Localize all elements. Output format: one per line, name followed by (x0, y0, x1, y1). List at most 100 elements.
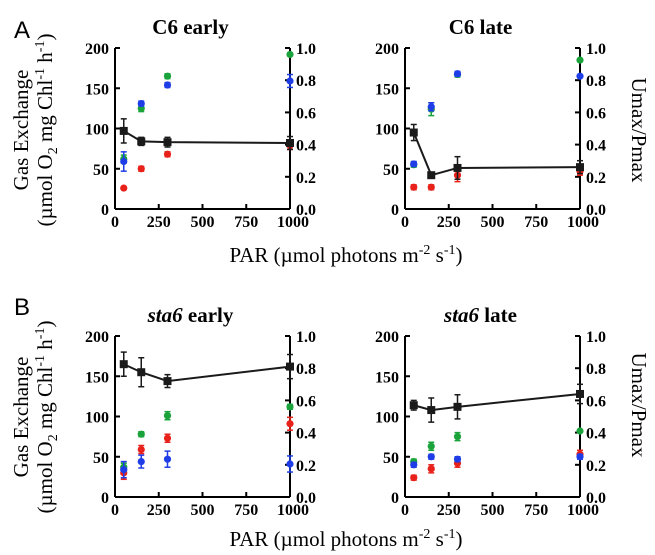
series-line-black (123, 130, 291, 144)
y2-tick-label: 0.6 (296, 105, 316, 122)
y2-tick-label: 0.6 (296, 393, 316, 410)
x-tick-label: 500 (191, 502, 215, 519)
data-point-green (286, 403, 294, 411)
data-point-black (576, 163, 584, 172)
y2-tick-label: 0.0 (586, 490, 606, 507)
x-tick-label: 1000 (567, 214, 599, 231)
y-tick-label: 150 (375, 81, 399, 98)
chart-title: C6 early (152, 15, 229, 39)
y-tick-label: 0 (101, 490, 109, 507)
data-point-red (163, 150, 172, 158)
chart-panel-1: C6 early 0 250 500 750 1000 0 50 100 150 200 0.0 0.2… (85, 15, 316, 231)
left-axis-label-top: Gas Exchange (µmol O2 mg Chl-1 h-1) (9, 34, 61, 227)
y-tick-label: 100 (85, 410, 109, 427)
data-point-red (120, 184, 128, 192)
chart-title: sta6 early (147, 303, 234, 327)
left-axis-label-line2: (µmol O2 mg Chl-1 h-1) (33, 34, 61, 227)
y2-tick-label: 1.0 (586, 329, 606, 346)
y2-tick-label: 0.4 (586, 138, 606, 155)
right-axis-label-bottom: Umax/Pmax (627, 353, 651, 458)
data-point-red (427, 183, 435, 191)
data-point-blue (453, 70, 462, 78)
y-tick-label: 200 (85, 41, 109, 58)
data-point-green (286, 50, 294, 59)
data-point-blue (137, 99, 145, 108)
y-tick-label: 150 (85, 81, 109, 98)
left-axis-label-line2: (µmol O2 mg Chl-1 h-1) (33, 321, 61, 514)
x-tick-label: 0 (401, 502, 409, 519)
x-tick-label: 750 (524, 502, 548, 519)
data-point-black (119, 360, 128, 369)
y2-tick-label: 0.2 (296, 458, 316, 475)
data-point-blue (120, 157, 128, 166)
y-tick-label: 0 (391, 202, 399, 219)
left-axis-label-bottom: Gas Exchange (µmol O2 mg Chl-1 h-1) (9, 321, 61, 514)
x-tick-label: 1000 (277, 214, 309, 231)
data-point-black (427, 406, 436, 415)
series-line-black (413, 392, 581, 412)
y-tick-label: 50 (93, 450, 109, 467)
right-axis-label-top: Umax/Pmax (627, 78, 651, 183)
data-point-green (137, 430, 145, 438)
data-point-red (286, 420, 294, 428)
data-point-blue (120, 466, 128, 474)
y-tick-label: 200 (375, 41, 399, 58)
data-point-black (576, 389, 584, 398)
data-point-black (286, 362, 294, 371)
x-tick-label: 750 (524, 214, 548, 231)
y-tick-label: 200 (85, 329, 109, 346)
data-point-red (410, 474, 418, 482)
data-point-blue (410, 461, 418, 469)
y2-tick-label: 0.6 (586, 105, 606, 122)
data-point-black (137, 368, 146, 377)
data-point-blue (576, 453, 584, 461)
data-point-blue (576, 72, 584, 80)
x-axis-label-bottom: PAR (µmol photons m-2 s-1) (229, 527, 462, 551)
data-point-red (163, 434, 172, 442)
y2-tick-label: 0.8 (296, 73, 316, 90)
left-axis-label-line1: Gas Exchange (9, 357, 33, 478)
y-tick-label: 0 (391, 490, 399, 507)
y2-tick-label: 1.0 (296, 41, 316, 58)
y2-tick-label: 0.8 (296, 361, 316, 378)
data-point-blue (137, 457, 145, 466)
x-tick-label: 750 (234, 502, 258, 519)
y-tick-label: 200 (375, 329, 399, 346)
series-line-black (412, 132, 581, 177)
chart-title: C6 late (449, 15, 513, 39)
data-point-blue (427, 103, 435, 111)
data-point-green (427, 442, 435, 450)
data-point-blue (453, 455, 462, 463)
x-tick-label: 1000 (277, 502, 309, 519)
y2-tick-label: 0.2 (586, 170, 606, 187)
panel-letter-a: A (14, 17, 30, 44)
y-tick-label: 50 (383, 162, 399, 179)
y2-tick-label: 0.0 (296, 202, 316, 219)
x-tick-label: 250 (147, 502, 171, 519)
y-tick-label: 100 (375, 122, 399, 139)
y2-tick-label: 1.0 (586, 41, 606, 58)
x-tick-label: 250 (437, 502, 461, 519)
data-point-blue (163, 455, 172, 463)
data-point-red (410, 183, 418, 191)
data-point-red (137, 445, 145, 454)
y2-tick-label: 0.6 (586, 393, 606, 410)
left-axis-label-line1: Gas Exchange (9, 70, 33, 191)
x-tick-label: 0 (401, 214, 409, 231)
y-tick-label: 100 (85, 122, 109, 139)
data-point-black (453, 402, 462, 411)
y2-tick-label: 0.4 (296, 426, 316, 443)
y2-tick-label: 0.8 (586, 73, 606, 90)
y2-tick-label: 0.8 (586, 361, 606, 378)
data-point-green (576, 427, 584, 435)
data-point-black (137, 137, 146, 146)
data-point-black (163, 138, 172, 147)
data-point-blue (410, 160, 418, 168)
y2-tick-label: 0.0 (296, 490, 316, 507)
data-point-green (163, 412, 172, 420)
data-point-black (427, 171, 436, 180)
data-point-green (576, 56, 584, 64)
x-tick-label: 750 (234, 214, 258, 231)
data-point-black (453, 163, 462, 172)
